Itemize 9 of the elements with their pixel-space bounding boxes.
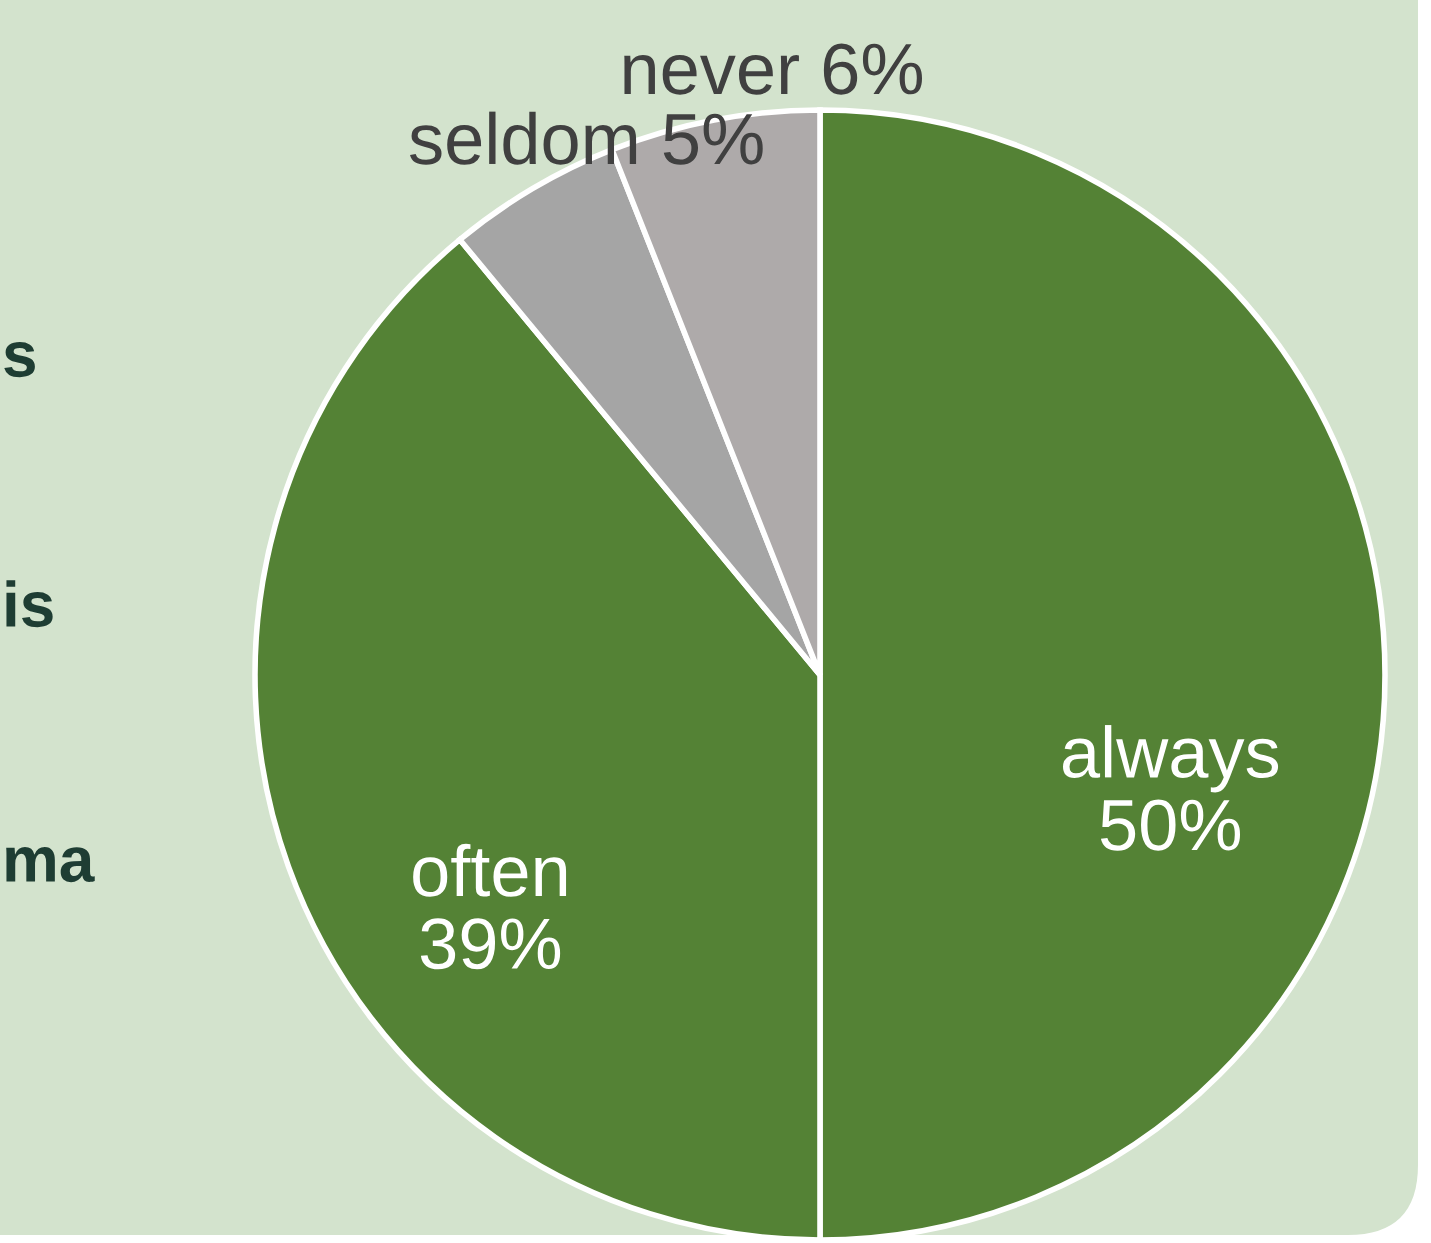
text: s: [4, 342, 35, 378]
slice-label: seldom 5%: [410, 111, 763, 165]
slice-label: often: [413, 843, 567, 897]
data-label: 50%: [1100, 799, 1241, 851]
slice-label: never 6%: [624, 43, 923, 95]
slice-label: always: [1062, 725, 1279, 793]
data-label: 39%: [420, 918, 561, 970]
text: is: [6, 580, 53, 628]
text: ma: [6, 847, 95, 883]
